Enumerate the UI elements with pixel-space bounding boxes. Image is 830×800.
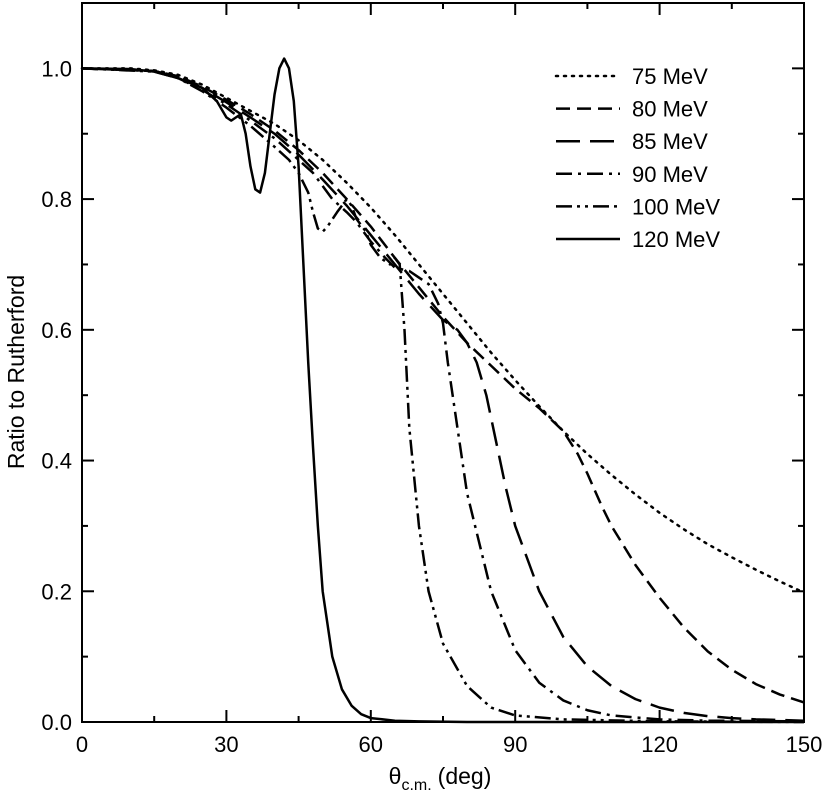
y-tick-label: 0.4 [41,449,72,474]
legend: 75 MeV 80 MeV 85 MeV 90 MeV 100 MeV 120 MeV [554,64,720,252]
y-tick-label: 0.2 [41,579,72,604]
x-axis-title: θc.m. (deg) [389,763,492,794]
x-tick-label: 30 [214,732,238,757]
series-line-90-mev [81,67,805,723]
tick-labels-group: 0 30 60 90 120 150 0.0 0.2 0.4 0.6 0.8 1.0 [41,56,822,757]
y-tick-label: 0.8 [41,187,72,212]
series-group [80,57,806,724]
y-tick-label: 0.0 [41,710,72,735]
series-line-120-mev [81,57,804,724]
legend-label: 120 MeV [632,227,720,252]
legend-label: 80 MeV [632,97,708,122]
legend-label: 100 MeV [632,194,720,219]
x-axis-title-subscript: c.m. [401,777,431,794]
series-line-85-mev [81,67,805,722]
x-axis-title-unit: (deg) [438,763,492,789]
series-line-75-mev [80,67,806,594]
legend-label: 75 MeV [632,64,708,89]
x-tick-label: 120 [641,732,678,757]
series-line-100-mev [81,67,805,724]
x-axis-title-main: θ [389,763,402,789]
legend-label: 85 MeV [632,129,708,154]
y-tick-label: 1.0 [41,56,72,81]
x-tick-label: 60 [359,732,383,757]
x-tick-label: 90 [503,732,527,757]
series-line-80-mev [81,67,805,704]
x-tick-label: 150 [786,732,823,757]
y-axis-title: Ratio to Rutherford [3,275,29,469]
y-tick-label: 0.6 [41,318,72,343]
legend-label: 90 MeV [632,162,708,187]
x-tick-label: 0 [76,732,88,757]
